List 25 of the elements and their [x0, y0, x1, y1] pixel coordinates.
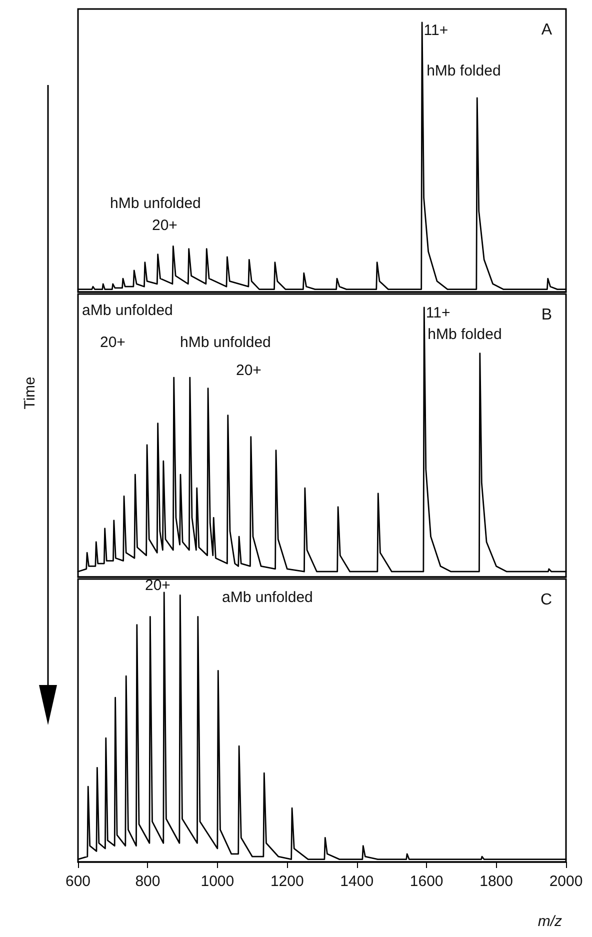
annotation: B: [541, 306, 552, 324]
annotation: 11+: [424, 22, 448, 40]
annotation: C: [540, 592, 552, 608]
annotation: hMb unfolded: [180, 334, 271, 351]
annotation: aMb unfolded: [222, 589, 313, 606]
annotation: 20+: [145, 577, 171, 594]
x-tick-label: 2000: [549, 873, 583, 890]
x-tick-label: 1200: [270, 873, 304, 890]
annotation: 11+: [426, 304, 450, 322]
annotation: 20+: [152, 217, 178, 234]
annotation: hMb unfolded: [110, 195, 201, 212]
annotation: 20+: [236, 362, 262, 379]
x-tick-label: 1800: [480, 873, 513, 890]
x-tick-label: 1600: [410, 873, 444, 890]
x-tick-label: 1000: [200, 873, 234, 890]
x-axis-title: m/z: [538, 913, 562, 930]
x-tick-label: 800: [135, 873, 160, 890]
x-tick-label: 1400: [340, 873, 374, 890]
annotation: aMb unfolded: [82, 302, 173, 319]
annotation: 20+: [100, 334, 126, 351]
x-tick-label: 600: [65, 873, 91, 890]
annotation: hMb folded: [428, 326, 502, 343]
annotation: A: [541, 22, 552, 38]
y-axis-title: Time: [22, 376, 38, 410]
annotation: hMb folded: [426, 62, 501, 80]
